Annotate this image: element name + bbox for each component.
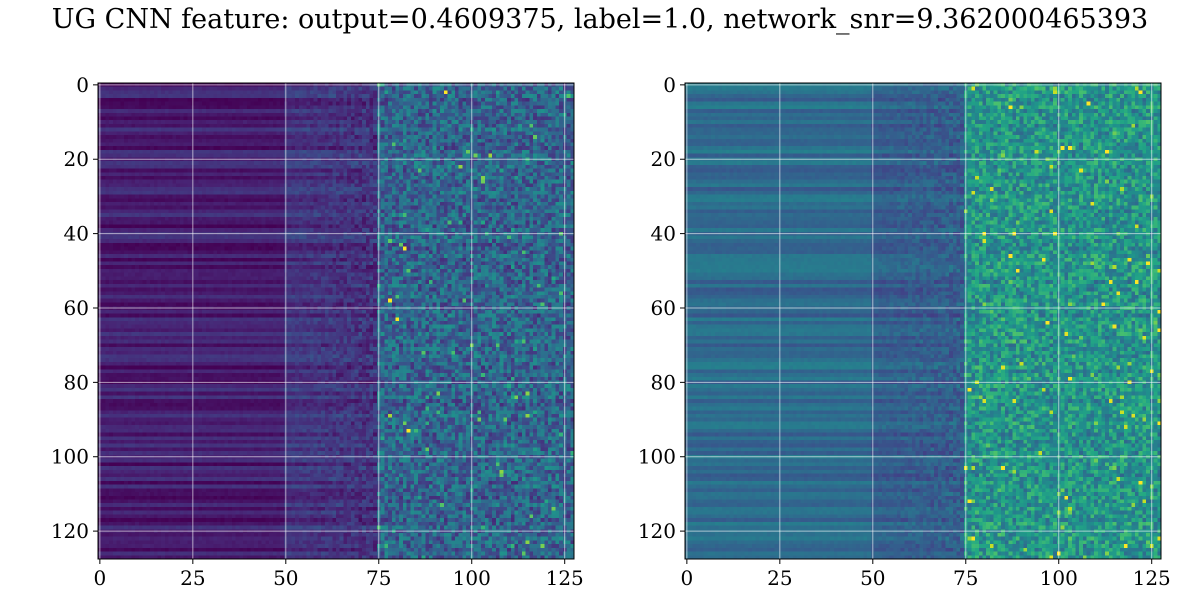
y-tick-label: 40 [64,222,89,246]
x-tick-label: 50 [860,566,885,590]
heatmap-panel-right: 0 25 50 75 100 125 0 20 40 60 80 100 120 [638,73,1171,590]
y-axis-left: 0 20 40 60 80 100 120 [51,73,98,543]
y-tick-label: 80 [651,370,676,394]
y-tick-label: 120 [51,519,89,543]
y-tick-label: 0 [76,73,89,97]
x-axis-left: 0 25 50 75 100 125 [93,559,584,590]
gridlines-right [685,83,1161,559]
y-tick-label: 120 [638,519,676,543]
y-tick-label: 20 [64,147,89,171]
x-tick-label: 0 [93,566,106,590]
axes-frame-right [684,82,1162,560]
x-axis-right: 0 25 50 75 100 125 [680,559,1171,590]
gridlines-left [98,83,574,559]
heatmap-panel-left: 0 25 50 75 100 125 0 20 40 60 80 100 120 [51,73,584,590]
y-tick-label: 80 [64,370,89,394]
x-tick-label: 50 [273,566,298,590]
heatmap-image-right [685,83,1161,559]
y-tick-label: 100 [638,445,676,469]
x-tick-label: 75 [953,566,978,590]
y-tick-label: 60 [651,296,676,320]
heatmap-image-left [98,83,574,559]
figure-title: UG CNN feature: output=0.4609375, label=… [51,4,1149,35]
x-tick-label: 75 [366,566,391,590]
y-tick-label: 0 [663,73,676,97]
x-tick-label: 125 [546,566,584,590]
y-tick-label: 100 [51,445,89,469]
x-tick-label: 25 [180,566,205,590]
x-tick-label: 125 [1133,566,1171,590]
x-tick-label: 25 [767,566,792,590]
y-axis-right: 0 20 40 60 80 100 120 [638,73,685,543]
x-tick-label: 100 [453,566,491,590]
y-tick-label: 20 [651,147,676,171]
y-tick-label: 40 [651,222,676,246]
axes-frame-left [97,82,575,560]
x-tick-label: 100 [1040,566,1078,590]
y-tick-label: 60 [64,296,89,320]
x-tick-label: 0 [680,566,693,590]
